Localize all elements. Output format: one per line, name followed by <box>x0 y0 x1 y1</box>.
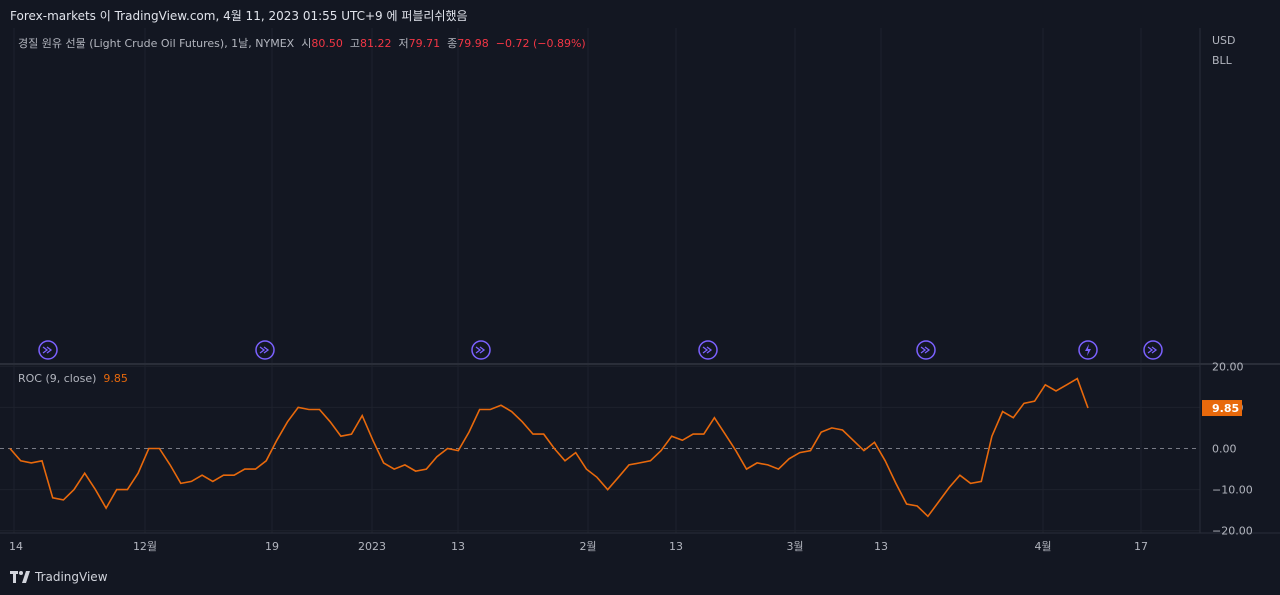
fast-forward-icon-ring <box>1143 340 1163 360</box>
time-tick-label: 3월 <box>786 540 803 553</box>
roc-axis: 20.0010.000.00−10.00−20.009.85 <box>1202 360 1253 538</box>
legend-high: 81.22 <box>359 37 392 50</box>
fast-forward-icon <box>471 340 491 360</box>
fast-forward-icon <box>1143 340 1163 360</box>
fast-forward-icon <box>698 340 718 360</box>
roc-tick-label: 20.00 <box>1212 360 1244 373</box>
roc-value-badge <box>1202 400 1242 417</box>
publish-header-text: Forex-markets 이 TradingView.com, 4월 11, … <box>10 9 468 23</box>
legend-open: 80.50 <box>311 37 343 50</box>
chart-area[interactable]: USDBLL88.0084.0080.0076.0072.0068.0064.0… <box>0 28 1280 562</box>
legend-low: 79.71 <box>408 37 441 50</box>
brand-name: TradingView <box>35 570 108 584</box>
fast-forward-icon <box>38 340 58 360</box>
tradingview-logo[interactable]: TradingView <box>10 570 108 584</box>
roc-value-label: 9.85 <box>1212 402 1239 415</box>
fast-forward-icon-ring <box>698 340 718 360</box>
legend-low-label: 저 <box>398 37 409 50</box>
fast-forward-icon <box>255 340 275 360</box>
legend-close: 79.98 <box>457 37 489 50</box>
fast-forward-icon <box>916 340 936 360</box>
lightning-icon-glyph <box>1085 344 1091 356</box>
time-tick-label: 13 <box>451 540 465 553</box>
fast-forward-icon-glyph <box>920 346 931 354</box>
footer: TradingView <box>0 562 1280 595</box>
roc-line <box>9 377 1089 518</box>
fast-forward-icon-glyph <box>259 346 270 354</box>
event-markers <box>38 340 1163 360</box>
time-tick-label: 13 <box>874 540 888 553</box>
fast-forward-icon-glyph <box>475 346 486 354</box>
fast-forward-icon-glyph <box>42 346 53 354</box>
time-tick-label: 2월 <box>579 540 596 553</box>
roc-label: ROC (9, close) <box>18 372 97 385</box>
legend-title: 경질 원유 선물 (Light Crude Oil Futures), 1날, … <box>18 37 295 50</box>
time-tick-label: 4월 <box>1034 540 1051 553</box>
roc-tick-label: −20.00 <box>1212 525 1253 538</box>
lightning-icon-ring <box>1078 340 1098 360</box>
fast-forward-icon-ring <box>916 340 936 360</box>
grid-lines <box>0 28 1200 533</box>
legend-close-label: 종 <box>447 37 458 50</box>
main-legend: 경질 원유 선물 (Light Crude Oil Futures), 1날, … <box>18 35 586 51</box>
tradingview-logo-icon <box>10 571 30 583</box>
legend-open-label: 시 <box>301 37 312 50</box>
roc-legend: ROC (9, close) 9.85 <box>18 372 128 385</box>
publish-header: Forex-markets 이 TradingView.com, 4월 11, … <box>0 0 1280 28</box>
time-tick-label: 13 <box>669 540 683 553</box>
chart-canvas[interactable]: USDBLL88.0084.0080.0076.0072.0068.0064.0… <box>0 28 1280 562</box>
time-tick-label: 17 <box>1134 540 1148 553</box>
roc-tick-label: 0.00 <box>1212 443 1237 456</box>
fast-forward-icon-ring <box>38 340 58 360</box>
legend-change: −0.72 (−0.89%) <box>495 37 586 50</box>
time-tick-label: 2023 <box>358 540 386 553</box>
lightning-icon <box>1078 340 1098 360</box>
price-axis-currency: USD <box>1212 34 1236 47</box>
time-tick-label: 19 <box>265 540 279 553</box>
price-axis-unit: BLL <box>1212 54 1233 67</box>
time-tick-label: 12월 <box>133 540 157 553</box>
fast-forward-icon-glyph <box>1147 346 1158 354</box>
legend-high-label: 고 <box>349 37 360 50</box>
roc-legend-value: 9.85 <box>103 372 128 385</box>
roc-tick-label: −10.00 <box>1212 484 1253 497</box>
price-axis: USDBLL88.0084.0080.0076.0072.0068.0064.0… <box>1212 34 1236 67</box>
time-tick-label: 14 <box>9 540 23 553</box>
fast-forward-icon-ring <box>255 340 275 360</box>
fast-forward-icon-ring <box>471 340 491 360</box>
fast-forward-icon-glyph <box>702 346 713 354</box>
time-axis: 14 12월 19 2023 13 2월 13 3월 13 4월 17 <box>9 540 1148 553</box>
